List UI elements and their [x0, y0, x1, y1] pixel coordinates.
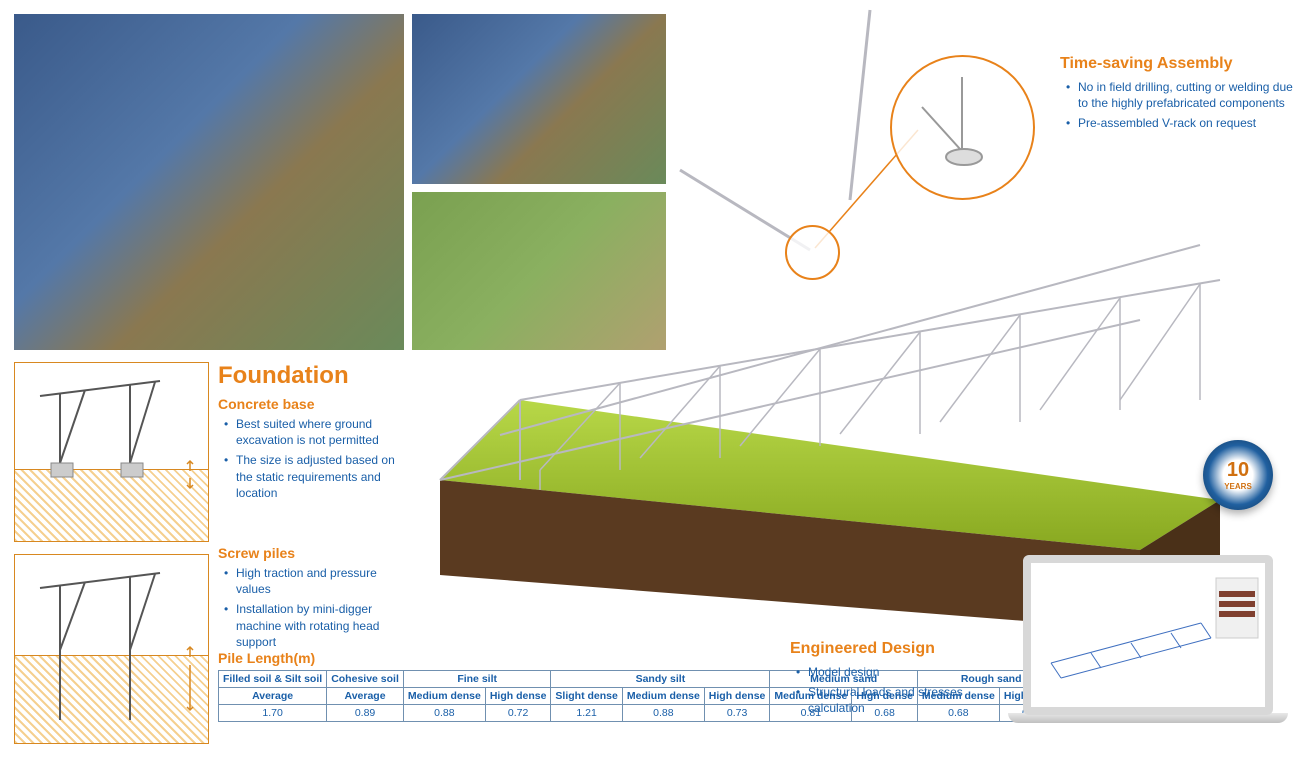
pile-sub-header: Average: [327, 688, 404, 705]
pile-value-cell: 0.88: [403, 705, 485, 722]
callout-circle-small: [785, 225, 840, 280]
assembly-detail: [670, 0, 1040, 280]
pile-sub-header: Slight dense: [551, 688, 622, 705]
assembly-title: Time-saving Assembly: [1060, 55, 1295, 73]
badge-label: YEARS: [1224, 482, 1252, 491]
assembly-point: No in field drilling, cutting or welding…: [1072, 79, 1295, 111]
photo-solar-farm-aerial: [14, 14, 404, 350]
pile-group-header: Fine silt: [403, 671, 551, 688]
callout-circle-large: [890, 55, 1035, 200]
pile-value-cell: 0.88: [622, 705, 704, 722]
diagram-screw-piles: [14, 554, 209, 744]
pile-value-cell: 0.73: [704, 705, 770, 722]
pile-value-cell: 1.21: [551, 705, 622, 722]
assembly-section: Time-saving Assembly No in field drillin…: [1060, 55, 1295, 136]
engineered-title: Engineered Design: [790, 640, 990, 658]
pile-group-header: Cohesive soil: [327, 671, 404, 688]
diagram-concrete-base: [14, 362, 209, 542]
assembly-point: Pre-assembled V-rack on request: [1072, 115, 1295, 131]
pile-value-cell: 0.72: [485, 705, 551, 722]
pile-sub-header: Medium dense: [403, 688, 485, 705]
pile-sub-header: High dense: [485, 688, 551, 705]
engineered-point: Structural loads and stresses calculatio…: [802, 684, 990, 716]
pile-sub-header: High dense: [704, 688, 770, 705]
pile-group-header: Filled soil & Silt soil: [219, 671, 327, 688]
engineered-section: Engineered Design Model design Structura…: [790, 640, 990, 721]
photo-solar-close: [412, 14, 666, 184]
pile-value-cell: 1.70: [219, 705, 327, 722]
engineered-point: Model design: [802, 664, 990, 680]
laptop-render: [1008, 555, 1288, 735]
pile-sub-header: Average: [219, 688, 327, 705]
badge-years: 10: [1224, 459, 1252, 482]
pile-value-cell: 0.89: [327, 705, 404, 722]
engineered-points: Model design Structural loads and stress…: [790, 664, 990, 717]
pile-group-header: Sandy silt: [551, 671, 770, 688]
warranty-badge: 10 YEARS: [1203, 440, 1273, 510]
pile-sub-header: Medium dense: [622, 688, 704, 705]
assembly-points: No in field drilling, cutting or welding…: [1060, 79, 1295, 132]
